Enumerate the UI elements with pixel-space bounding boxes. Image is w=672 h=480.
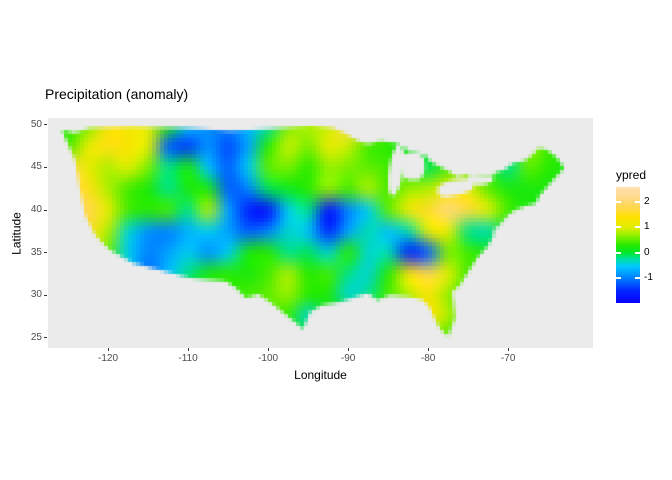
legend-tick-label: 1 (644, 221, 650, 233)
y-tick-label: 30 (30, 289, 42, 301)
y-tick-label: 50 (30, 118, 42, 130)
us-precipitation-heatmap (48, 118, 593, 348)
x-tick-mark (427, 348, 429, 351)
legend-tick-mark (635, 276, 640, 279)
legend-tick-mark (616, 276, 621, 279)
x-tick-mark (187, 348, 189, 351)
legend-tick-mark (616, 226, 621, 229)
legend-tick-label: 0 (644, 246, 650, 258)
legend-title: ypred (616, 168, 647, 182)
x-axis-title: Longitude (294, 368, 347, 382)
y-axis-title: Latitude (9, 212, 24, 255)
x-tick-label: -100 (258, 353, 279, 364)
y-tick-mark (44, 166, 47, 168)
y-tick-label: 45 (30, 161, 42, 173)
legend-tick-mark (616, 201, 621, 204)
plot-title: Precipitation (anomaly) (45, 86, 189, 102)
legend-tick-label: -1 (644, 271, 653, 283)
x-tick-label: -110 (178, 353, 198, 364)
x-tick-label: -120 (98, 353, 119, 364)
legend-tick-mark (616, 251, 621, 254)
x-tick-label: -90 (340, 353, 356, 364)
legend-tick-label: 2 (644, 196, 650, 208)
x-tick-mark (107, 348, 109, 351)
x-tick-mark (267, 348, 269, 351)
x-tick-label: -80 (420, 353, 436, 364)
legend-gradient-bar (616, 187, 640, 303)
legend-tick-mark (635, 251, 640, 254)
x-tick-label: -70 (500, 353, 516, 364)
y-tick-mark (44, 209, 47, 211)
legend-tick-mark (635, 201, 640, 204)
y-tick-label: 25 (30, 331, 42, 343)
y-tick-mark (44, 337, 47, 339)
x-tick-mark (347, 348, 349, 351)
y-tick-label: 40 (30, 204, 42, 215)
x-tick-mark (507, 348, 509, 351)
y-tick-mark (44, 124, 47, 126)
legend-tick-mark (635, 226, 640, 229)
y-tick-mark (44, 252, 47, 254)
y-tick-mark (44, 294, 47, 296)
y-tick-label: 35 (30, 246, 42, 258)
